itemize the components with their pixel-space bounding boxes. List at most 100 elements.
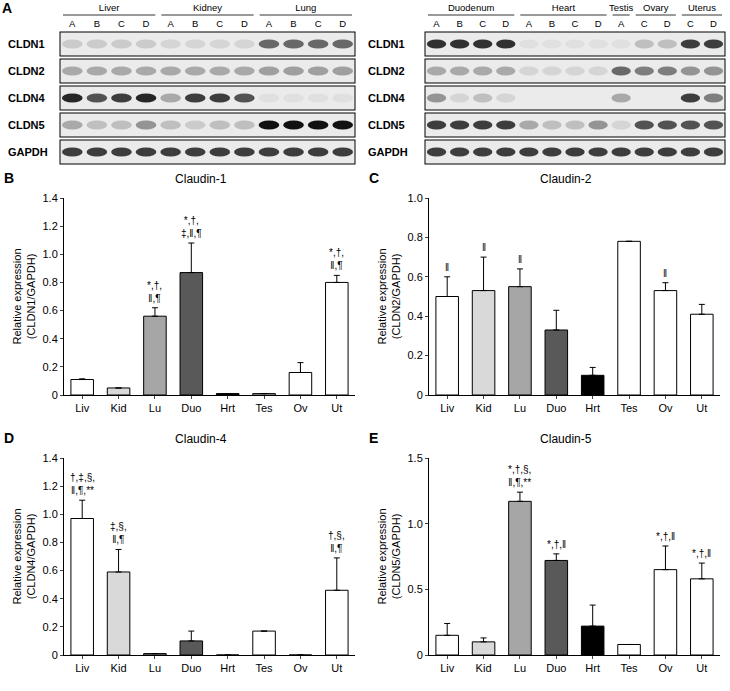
svg-text:Ov: Ov <box>658 662 673 674</box>
svg-text:‖: ‖ <box>663 268 667 279</box>
svg-text:0: 0 <box>52 389 58 401</box>
svg-text:0.4: 0.4 <box>43 333 58 345</box>
svg-text:A: A <box>69 18 76 29</box>
svg-text:Kid: Kid <box>111 402 127 414</box>
svg-text:CLDN5: CLDN5 <box>368 119 405 131</box>
svg-text:Liv: Liv <box>75 662 90 674</box>
svg-text:B: B <box>549 18 555 29</box>
svg-text:Hrt: Hrt <box>585 662 600 674</box>
svg-text:Liv: Liv <box>440 662 455 674</box>
svg-text:1.0: 1.0 <box>408 192 423 204</box>
svg-text:0.6: 0.6 <box>43 564 58 576</box>
svg-text:D: D <box>143 18 150 29</box>
svg-text:Lu: Lu <box>149 402 161 414</box>
svg-text:CLDN4: CLDN4 <box>8 92 46 104</box>
svg-text:Ov: Ov <box>293 662 308 674</box>
svg-text:Duodenum: Duodenum <box>448 2 495 13</box>
svg-text:0.8: 0.8 <box>43 536 58 548</box>
svg-text:CLDN2: CLDN2 <box>8 65 45 77</box>
svg-text:0.5: 0.5 <box>408 583 423 595</box>
svg-text:Testis: Testis <box>609 2 634 13</box>
svg-text:B: B <box>94 18 100 29</box>
svg-text:Ov: Ov <box>658 402 673 414</box>
svg-text:Ut: Ut <box>331 402 342 414</box>
svg-text:Liv: Liv <box>75 402 90 414</box>
svg-text:D: D <box>664 18 671 29</box>
svg-text:0.2: 0.2 <box>43 621 58 633</box>
svg-text:B: B <box>456 18 462 29</box>
svg-text:0: 0 <box>52 649 58 661</box>
svg-text:Duo: Duo <box>546 662 566 674</box>
svg-text:*,†,‖: *,†,‖ <box>547 539 566 550</box>
svg-text:Lu: Lu <box>149 662 161 674</box>
svg-text:CLDN2: CLDN2 <box>368 65 405 77</box>
svg-text:A: A <box>2 0 12 16</box>
svg-text:Ov: Ov <box>293 402 308 414</box>
svg-text:1.5: 1.5 <box>408 452 423 464</box>
svg-text:CLDN1: CLDN1 <box>8 38 45 50</box>
svg-text:†,‡,§,‖,¶,**: †,‡,§,‖,¶,** <box>70 472 95 496</box>
svg-text:Hrt: Hrt <box>585 402 600 414</box>
svg-text:Ut: Ut <box>696 662 707 674</box>
svg-text:Tes: Tes <box>620 402 638 414</box>
svg-text:0.4: 0.4 <box>43 593 58 605</box>
svg-text:C: C <box>479 18 486 29</box>
svg-text:B: B <box>290 18 296 29</box>
svg-text:D: D <box>502 18 509 29</box>
svg-text:Heart: Heart <box>552 2 576 13</box>
svg-text:CLDN1: CLDN1 <box>368 38 405 50</box>
svg-text:Hrt: Hrt <box>220 662 235 674</box>
svg-text:‡,§,‖,¶: ‡,§,‖,¶ <box>110 521 127 545</box>
svg-text:A: A <box>167 18 174 29</box>
svg-text:A: A <box>526 18 533 29</box>
svg-text:1.2: 1.2 <box>43 220 58 232</box>
svg-text:CLDN4: CLDN4 <box>368 92 406 104</box>
svg-text:Relative expression(CLDN2/GAPD: Relative expression(CLDN2/GAPDH) <box>376 249 402 345</box>
svg-text:B: B <box>192 18 198 29</box>
svg-text:*,†,‖: *,†,‖ <box>692 548 711 559</box>
svg-text:*,†,‖: *,†,‖ <box>656 531 675 542</box>
svg-text:Kid: Kid <box>476 402 492 414</box>
svg-text:A: A <box>433 18 440 29</box>
svg-text:Kidney: Kidney <box>193 2 222 13</box>
svg-text:Lu: Lu <box>514 662 526 674</box>
svg-text:Duo: Duo <box>546 402 566 414</box>
svg-text:C: C <box>118 18 125 29</box>
svg-text:0.8: 0.8 <box>43 276 58 288</box>
svg-text:Lu: Lu <box>514 402 526 414</box>
svg-text:0.6: 0.6 <box>408 271 423 283</box>
svg-text:‖: ‖ <box>482 242 486 253</box>
svg-text:1.2: 1.2 <box>43 480 58 492</box>
svg-text:C: C <box>687 18 694 29</box>
svg-text:Tes: Tes <box>255 402 273 414</box>
svg-text:0.6: 0.6 <box>43 304 58 316</box>
svg-text:*,†,‖,¶: *,†,‖,¶ <box>147 280 162 304</box>
svg-text:Claudin-1: Claudin-1 <box>175 172 227 186</box>
svg-text:1.0: 1.0 <box>408 518 423 530</box>
svg-text:‖: ‖ <box>518 254 522 265</box>
svg-text:Uterus: Uterus <box>688 2 716 13</box>
svg-text:D: D <box>710 18 717 29</box>
svg-text:1.0: 1.0 <box>43 248 58 260</box>
svg-text:Ut: Ut <box>696 402 707 414</box>
svg-text:Ut: Ut <box>331 662 342 674</box>
svg-text:0.8: 0.8 <box>408 231 423 243</box>
svg-text:CLDN5: CLDN5 <box>8 119 45 131</box>
svg-text:C: C <box>572 18 579 29</box>
svg-text:Tes: Tes <box>620 662 638 674</box>
svg-text:Hrt: Hrt <box>220 402 235 414</box>
svg-text:Duo: Duo <box>181 662 201 674</box>
svg-text:Duo: Duo <box>181 402 201 414</box>
svg-text:Liv: Liv <box>440 402 455 414</box>
svg-text:Liver: Liver <box>99 2 120 13</box>
svg-text:0.2: 0.2 <box>408 349 423 361</box>
svg-text:Lung: Lung <box>295 2 316 13</box>
svg-text:Claudin-4: Claudin-4 <box>175 432 227 446</box>
svg-text:0: 0 <box>417 389 423 401</box>
svg-text:Claudin-2: Claudin-2 <box>540 172 592 186</box>
svg-text:A: A <box>266 18 273 29</box>
svg-text:Tes: Tes <box>255 662 273 674</box>
svg-text:0.2: 0.2 <box>43 361 58 373</box>
svg-text:D: D <box>241 18 248 29</box>
svg-text:1.0: 1.0 <box>43 508 58 520</box>
